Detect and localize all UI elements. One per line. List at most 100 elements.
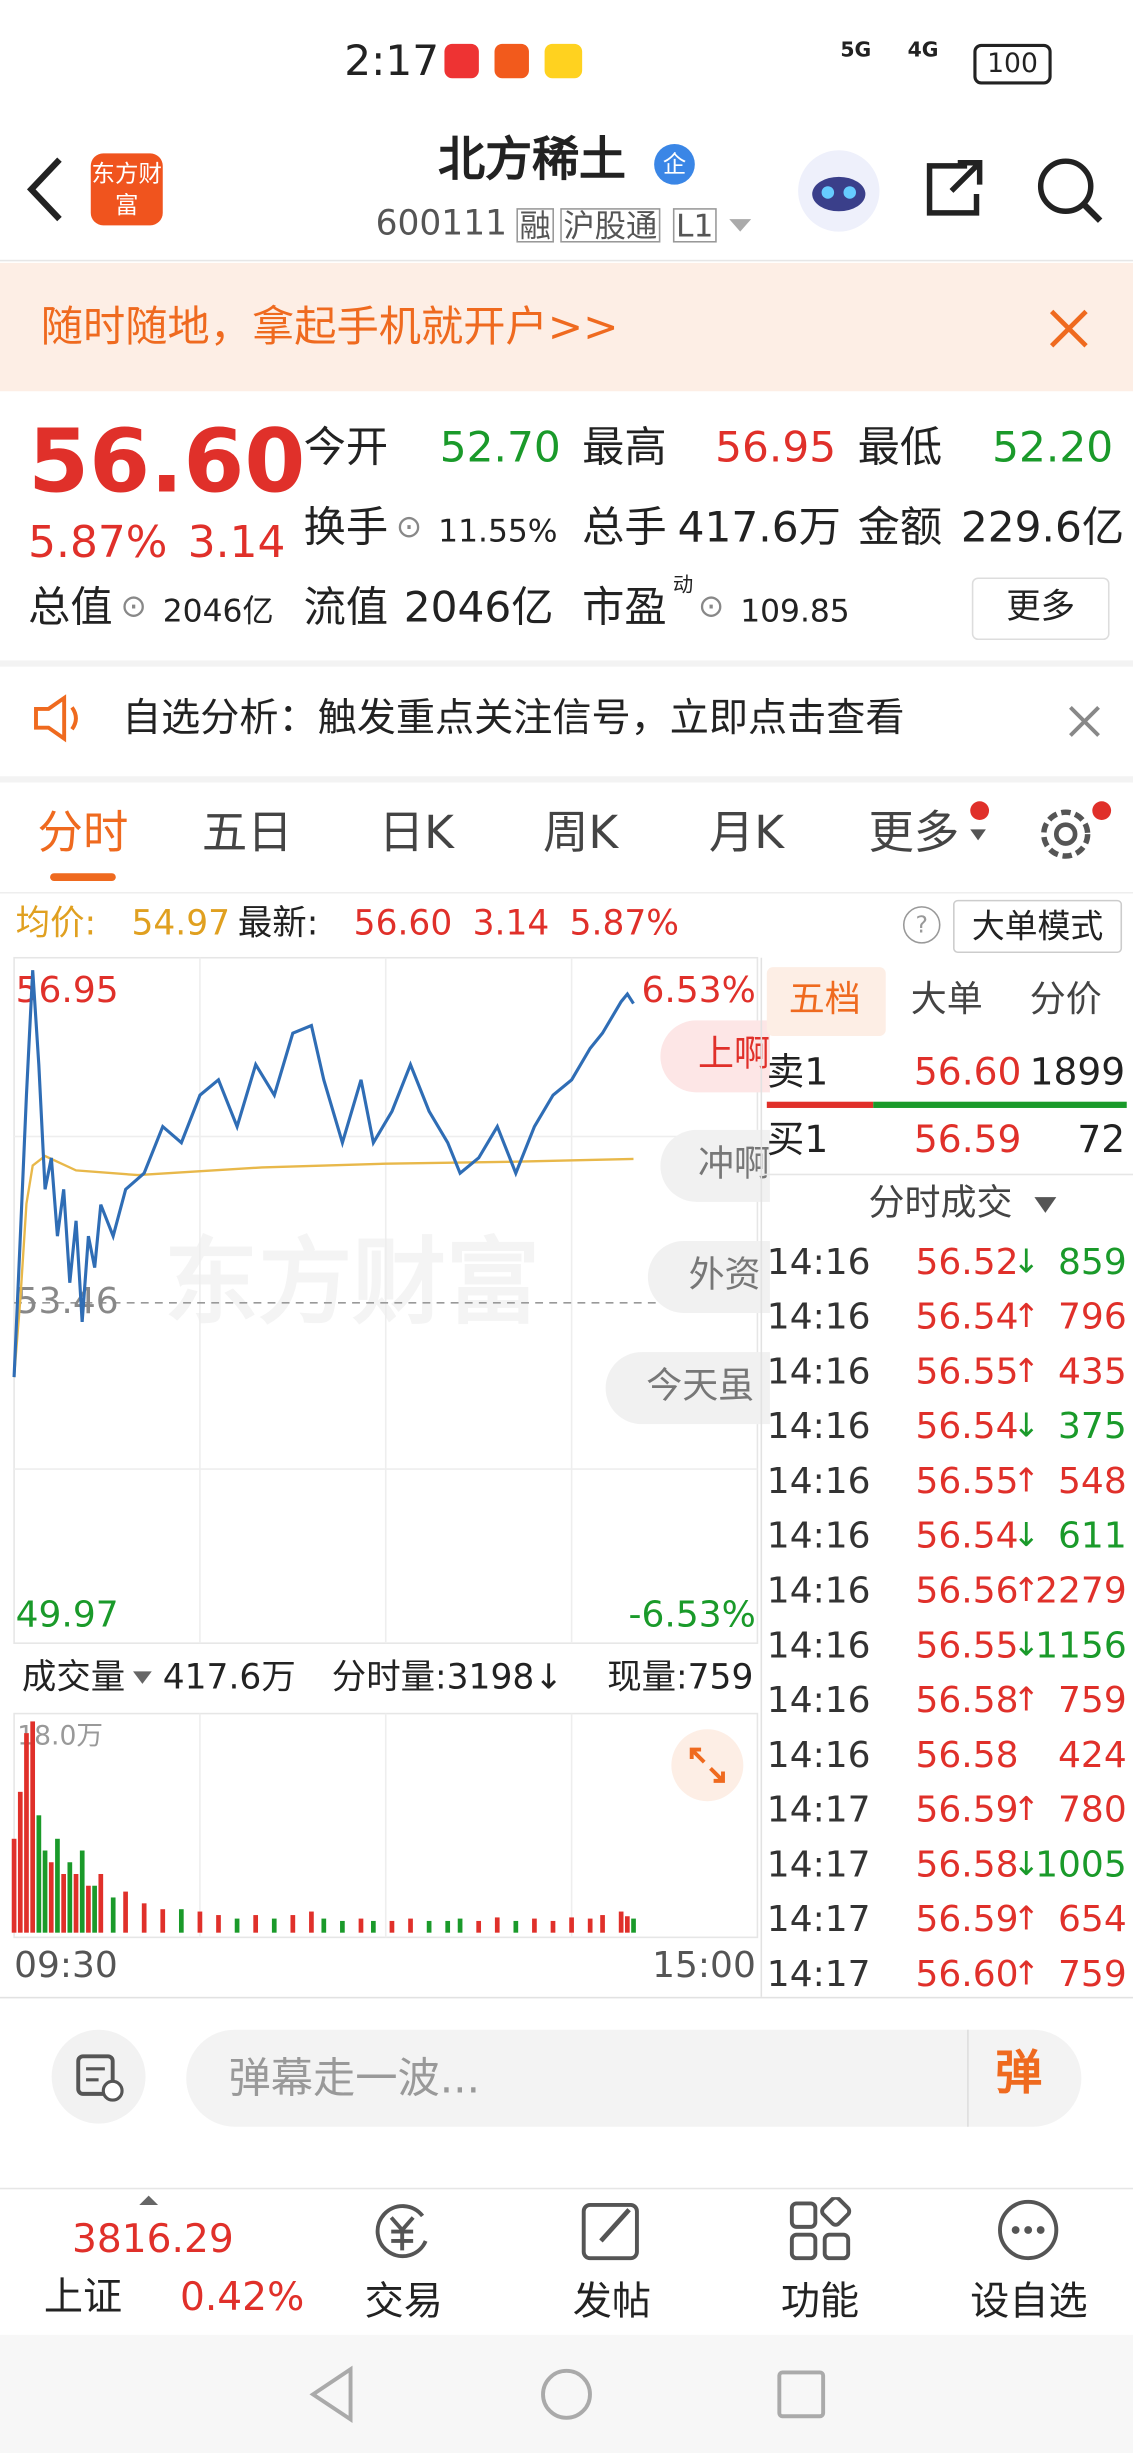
volume-period: 分时量:3198↓ [331, 1658, 564, 1698]
nav-label[interactable]: 发帖 [572, 2278, 652, 2324]
index-pct[interactable]: 0.42% [179, 2273, 305, 2320]
nav-label[interactable]: 功能 [780, 2278, 860, 2324]
trade-price: 56.59 [915, 1790, 1019, 1831]
comment-input[interactable] [186, 2029, 1082, 2127]
notice-text[interactable]: 自选分析：触发重点关注信号，立即点击查看 [122, 694, 905, 741]
trade-volume: 759 [1058, 1954, 1127, 1996]
tab-active[interactable]: 分时 [37, 805, 129, 860]
field-value: 109.85 [740, 591, 850, 630]
price: 56.60 [28, 411, 306, 514]
volume-bar [371, 1920, 376, 1933]
close[interactable] [1048, 308, 1089, 349]
tag: 融 [516, 208, 554, 243]
change-pct: 5.87% [28, 516, 168, 569]
mode-button[interactable]: 大单模式 [953, 899, 1123, 954]
mode-button-text[interactable]: 大单模式 [971, 907, 1104, 946]
tab[interactable]: 更多 [868, 805, 960, 860]
trade-time: 14:16 [766, 1461, 871, 1503]
more-button-text[interactable]: 更多 [1006, 588, 1076, 628]
info-icon[interactable]: ⊙ [697, 586, 725, 625]
volume-bar [618, 1911, 624, 1933]
nav-icon[interactable] [995, 2197, 1061, 2263]
tab[interactable]: 周K [543, 805, 619, 860]
tab[interactable]: 月K [708, 805, 785, 860]
volume-bar [197, 1911, 203, 1933]
banner[interactable] [0, 262, 1133, 392]
nav-icon[interactable] [579, 2197, 645, 2263]
field-value: 229.6亿 [960, 503, 1125, 553]
dropdown[interactable] [1033, 1196, 1058, 1215]
logo-text: 东方财富 [91, 159, 162, 220]
trade-time: 14:16 [766, 1680, 871, 1722]
trade-price: 56.56 [915, 1571, 1019, 1612]
close[interactable] [1067, 704, 1101, 738]
help-text[interactable]: ? [915, 910, 928, 939]
app-icon [544, 43, 583, 79]
field-label: 市盈 [582, 583, 667, 633]
danmaku-text: 今天虽 [646, 1366, 755, 1407]
divider [0, 2187, 1133, 2190]
tab-indicator [50, 873, 116, 882]
assistant[interactable] [795, 147, 883, 235]
depth-tab[interactable]: 分价 [1029, 979, 1102, 1021]
trade-time: 14:16 [766, 1352, 871, 1393]
field-value: 52.20 [992, 424, 1114, 473]
search[interactable] [1033, 153, 1105, 225]
trades-title[interactable]: 分时成交 [868, 1183, 1013, 1224]
tab[interactable]: 五日 [201, 805, 293, 860]
info-icon[interactable]: ⊙ [395, 507, 423, 545]
app-icon [494, 43, 529, 79]
badge-text: 企 [662, 150, 687, 179]
info-icon[interactable]: ⊙ [120, 586, 147, 625]
trade-price: 56.54 [915, 1406, 1019, 1448]
share[interactable] [920, 153, 989, 222]
badge: 企 [654, 143, 695, 185]
trade-time: 14:16 [766, 1406, 871, 1448]
depth-tab-active[interactable]: 五档 [788, 979, 861, 1021]
comment-placeholder[interactable]: 弹幕走一波... [228, 2054, 481, 2104]
trade-volume: 548 [1058, 1461, 1127, 1503]
settings[interactable] [1033, 798, 1114, 867]
expand[interactable] [670, 1728, 745, 1803]
y2-tick-label: -6.53% [629, 1595, 756, 1636]
field-label: 总手 [582, 503, 667, 553]
ask-label: 卖1 [766, 1050, 829, 1094]
divider [0, 776, 1133, 783]
volume-total: 417.6万 [162, 1658, 296, 1698]
network-label: 4G [907, 39, 939, 63]
nav-icon[interactable] [369, 2197, 435, 2263]
trade-volume: 435 [1058, 1352, 1127, 1393]
trade-time: 14:16 [766, 1625, 871, 1667]
danmaku: 上啊 [660, 1020, 770, 1093]
index-name[interactable]: 上证 [43, 2273, 123, 2320]
trade-volume: 759 [1058, 1680, 1127, 1722]
banner-text[interactable]: 随时随地，拿起手机就开户>> [40, 303, 619, 353]
dropdown[interactable] [131, 1668, 153, 1687]
volume-bar [160, 1909, 166, 1933]
back-button[interactable] [22, 153, 69, 225]
help[interactable]: ? [902, 906, 941, 944]
volume-bar [98, 1873, 104, 1933]
depth-tab[interactable]: 大单 [910, 979, 983, 1021]
field-label: 总值 [28, 583, 113, 633]
nav-label[interactable]: 设自选 [970, 2278, 1088, 2324]
danmaku-button[interactable]: 弹 [995, 2046, 1043, 2102]
more-button[interactable]: 更多 [971, 577, 1110, 641]
field-value: 2046亿 [162, 591, 274, 630]
dropdown[interactable] [726, 216, 754, 235]
nav-icon[interactable] [787, 2197, 853, 2263]
system-buttons[interactable] [297, 2360, 835, 2429]
nav-label[interactable]: 交易 [364, 2278, 443, 2324]
tab[interactable]: 日K [378, 805, 454, 860]
trade-time: 14:16 [766, 1297, 871, 1339]
comment-settings[interactable] [50, 2028, 147, 2125]
trade-volume: 611 [1058, 1516, 1127, 1558]
price-line [12, 1154, 634, 1378]
volume-label[interactable]: 成交量 [21, 1658, 126, 1698]
index-value[interactable]: 3816.29 [71, 2215, 234, 2262]
trade-dir: ↓ [1012, 1625, 1041, 1664]
volume-bar [123, 1891, 128, 1933]
volume-bar [476, 1920, 482, 1933]
danmaku: 外资 [647, 1240, 770, 1313]
trade-volume: 654 [1058, 1899, 1127, 1941]
